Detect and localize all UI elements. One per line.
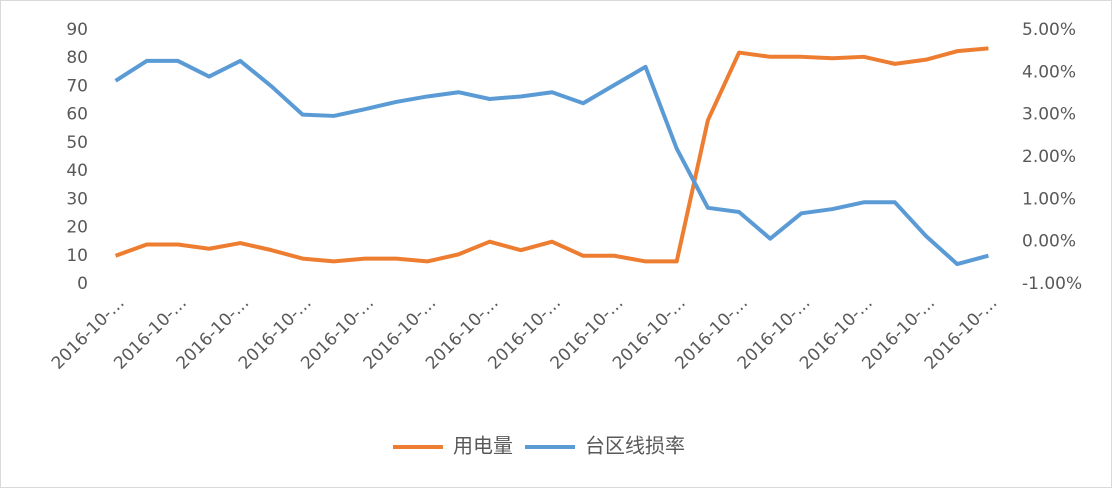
y-tick-label: 70: [66, 76, 88, 96]
y-tick-label: 60: [66, 105, 88, 125]
y2-tick-label: 3.00%: [1022, 105, 1076, 125]
y-tick-label: 10: [66, 246, 88, 266]
y-tick-label: 90: [66, 20, 88, 40]
legend-label: 台区线损率: [585, 434, 685, 458]
y-tick-label: 50: [66, 133, 88, 153]
y2-tick-label: 4.00%: [1022, 62, 1076, 82]
y2-tick-label: -1.00%: [1022, 274, 1082, 294]
y2-tick-label: 1.00%: [1022, 189, 1076, 209]
series-line: [114, 58, 989, 267]
legend-label: 用电量: [453, 434, 513, 458]
y-tick-label: 80: [66, 48, 88, 68]
series-line: [114, 46, 989, 264]
y-tick-label: 30: [66, 189, 88, 209]
y2-tick-label: 0.00%: [1022, 232, 1076, 252]
y-tick-label: 20: [66, 218, 88, 238]
y2-tick-label: 2.00%: [1022, 147, 1076, 167]
y-tick-label: 40: [66, 161, 88, 181]
y-tick-label: 0: [77, 274, 88, 294]
y2-tick-label: 5.00%: [1022, 20, 1076, 40]
